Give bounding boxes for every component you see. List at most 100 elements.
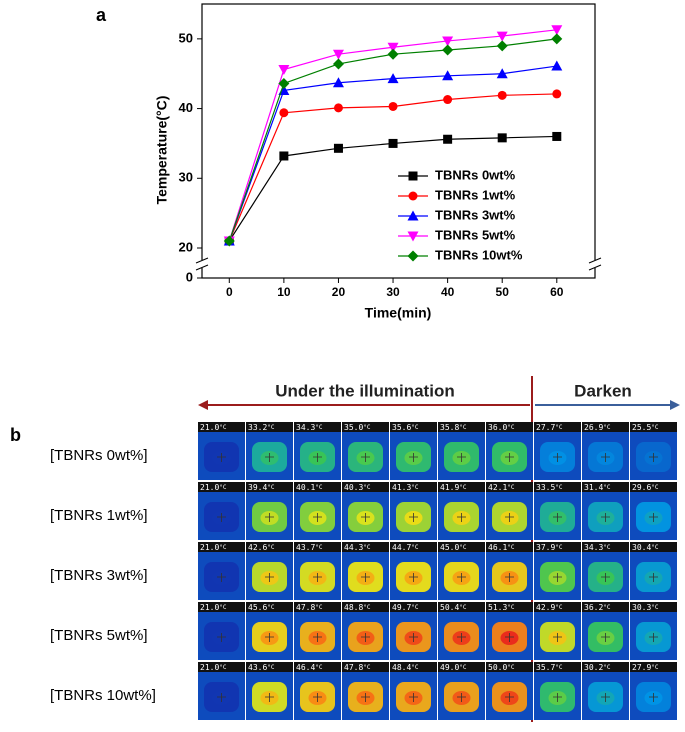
marker: [442, 70, 454, 81]
reading-value: 42.9: [536, 603, 555, 612]
reading-value: 46.1: [488, 543, 507, 552]
dark-label: Darken: [574, 381, 632, 400]
crosshair: [265, 513, 274, 522]
crosshair: [649, 573, 658, 582]
crosshair: [217, 453, 226, 462]
thermal-reading: 27.9°C: [632, 663, 659, 672]
reading-unit: °C: [603, 484, 611, 491]
crosshair: [457, 693, 466, 702]
crosshair: [217, 633, 226, 642]
reading-unit: °C: [507, 424, 515, 431]
crosshair: [457, 573, 466, 582]
reading-value: 35.6: [392, 423, 411, 432]
reading-value: 36.0: [488, 423, 507, 432]
thermal-header: [438, 422, 485, 432]
crosshair: [505, 513, 514, 522]
reading-unit: °C: [507, 664, 515, 671]
marker: [497, 133, 507, 143]
axis-break: [588, 264, 602, 271]
marker: [387, 42, 399, 53]
reading-value: 30.2: [584, 663, 603, 672]
crosshair: [265, 633, 274, 642]
thermal-header: [342, 662, 389, 672]
thermal-header: [630, 482, 677, 492]
axis-break-gap: [197, 260, 207, 268]
thermal-header: [486, 662, 533, 672]
reading-value: 21.0: [200, 423, 219, 432]
reading-unit: °C: [267, 424, 275, 431]
thermal-reading: 36.2°C: [584, 603, 611, 612]
x-tick-label: 30: [386, 285, 400, 299]
panel-label: a: [96, 5, 107, 25]
thermal-reading: 30.3°C: [632, 603, 659, 612]
reading-value: 35.8: [440, 423, 459, 432]
thermal-reading: 46.4°C: [296, 663, 323, 672]
thermal-reading: 40.3°C: [344, 483, 371, 492]
thermal-header: [342, 482, 389, 492]
crosshair: [361, 633, 370, 642]
reading-value: 50.4: [440, 603, 459, 612]
thermal-header: [198, 542, 245, 552]
thermal-reading: 21.0°C: [200, 423, 227, 432]
crosshair: [601, 633, 610, 642]
reading-value: 47.8: [344, 663, 363, 672]
reading-unit: °C: [219, 484, 227, 491]
thermal-header: [534, 602, 581, 612]
marker: [552, 89, 562, 99]
reading-value: 44.3: [344, 543, 363, 552]
reading-unit: °C: [219, 544, 227, 551]
x-axis-label: Time(min): [365, 305, 432, 321]
y-tick-label: 20: [179, 239, 193, 254]
thermal-reading: 25.5°C: [632, 423, 659, 432]
marker: [551, 33, 563, 45]
crosshair: [217, 513, 226, 522]
reading-unit: °C: [555, 424, 563, 431]
crosshair: [601, 453, 610, 462]
axis-break-gap: [590, 260, 600, 268]
thermal-header: [294, 422, 341, 432]
thermal-reading: 50.0°C: [488, 663, 515, 672]
marker: [496, 40, 508, 52]
marker: [551, 60, 563, 71]
reading-value: 39.4: [248, 483, 267, 492]
thermal-header: [630, 662, 677, 672]
thermal-reading: 33.5°C: [536, 483, 563, 492]
crosshair: [409, 633, 418, 642]
crosshair: [409, 573, 418, 582]
reading-unit: °C: [267, 544, 275, 551]
legend-label: TBNRs 5wt%: [435, 227, 516, 242]
reading-unit: °C: [459, 664, 467, 671]
crosshair: [361, 693, 370, 702]
crosshair: [313, 573, 322, 582]
axis-break: [195, 257, 209, 264]
thermal-header: [582, 542, 629, 552]
reading-unit: °C: [267, 484, 275, 491]
crosshair: [649, 513, 658, 522]
reading-unit: °C: [459, 484, 467, 491]
reading-value: 48.8: [344, 603, 363, 612]
crosshair: [361, 513, 370, 522]
marker: [442, 36, 454, 47]
reading-unit: °C: [411, 424, 419, 431]
reading-unit: °C: [459, 544, 467, 551]
row-label: [TBNRs 1wt%]: [50, 507, 148, 524]
crosshair: [409, 693, 418, 702]
crosshair: [409, 513, 418, 522]
thermal-header: [486, 482, 533, 492]
crosshair: [457, 453, 466, 462]
x-tick-label: 40: [441, 285, 455, 299]
thermal-header: [342, 422, 389, 432]
marker: [333, 103, 343, 113]
reading-unit: °C: [555, 544, 563, 551]
thermal-reading: 34.3°C: [296, 423, 323, 432]
thermal-header: [246, 602, 293, 612]
thermal-header: [582, 662, 629, 672]
thermal-header: [630, 422, 677, 432]
thermal-reading: 49.7°C: [392, 603, 419, 612]
thermal-reading: 30.4°C: [632, 543, 659, 552]
thermal-header: [198, 422, 245, 432]
marker: [496, 31, 508, 42]
marker: [223, 235, 235, 247]
reading-value: 34.3: [584, 543, 603, 552]
marker: [388, 138, 398, 148]
